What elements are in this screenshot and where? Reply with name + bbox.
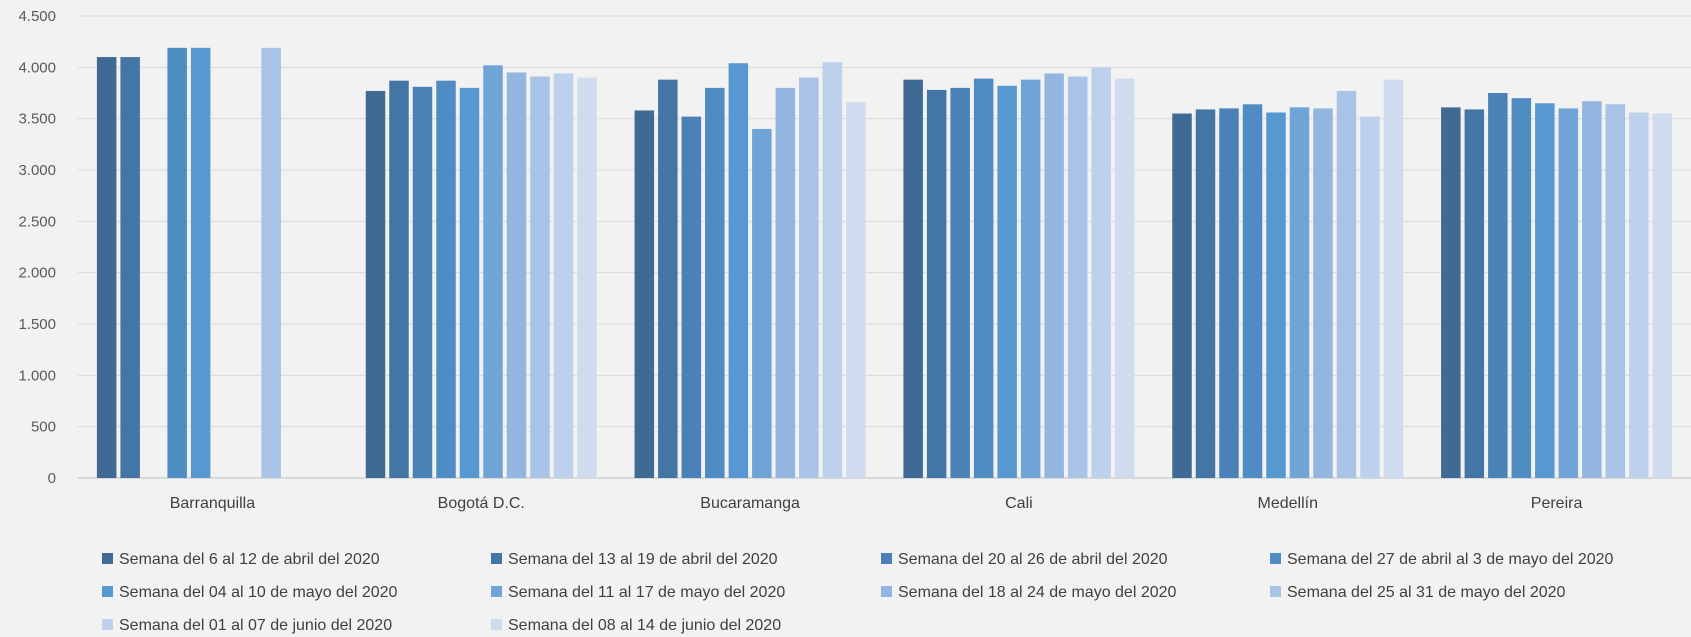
bar <box>553 73 574 478</box>
legend-label: Semana del 6 al 12 de abril del 2020 <box>119 551 380 568</box>
bar <box>1091 67 1111 478</box>
legend-swatch <box>491 619 502 630</box>
category-label: Barranquilla <box>170 495 255 512</box>
bar <box>799 77 819 478</box>
bar <box>705 87 725 478</box>
bar <box>1441 107 1461 478</box>
bar <box>775 87 796 478</box>
bar <box>1511 98 1532 478</box>
bar <box>728 63 749 479</box>
y-tick-label: 3.000 <box>18 162 56 179</box>
legend: Semana del 6 al 12 de abril del 2020 Sema… <box>102 551 1614 634</box>
bar <box>483 65 503 478</box>
bar <box>1266 112 1286 479</box>
bar <box>1289 107 1310 478</box>
legend-swatch <box>102 586 113 597</box>
bar <box>973 78 994 479</box>
bar <box>658 79 678 479</box>
y-tick-label: 2.000 <box>18 265 56 282</box>
y-tick-label: 2.500 <box>18 213 56 230</box>
bar <box>436 80 456 479</box>
legend-swatch <box>881 586 892 597</box>
legend-swatch <box>491 553 502 564</box>
bar <box>1067 76 1088 478</box>
bar <box>1242 104 1263 478</box>
bar <box>577 77 597 478</box>
bar <box>1195 109 1216 478</box>
category-label: Pereira <box>1531 495 1583 512</box>
category-label: Bogotá D.C. <box>438 495 525 512</box>
bar <box>846 102 866 479</box>
y-tick-label: 0 <box>48 470 56 487</box>
bar <box>1558 108 1579 479</box>
legend-label: Semana del 04 al 10 de mayo del 2020 <box>119 584 398 601</box>
legend-swatch <box>1270 586 1281 597</box>
bar <box>903 79 923 479</box>
gridlines <box>78 15 1691 479</box>
y-tick-label: 4.500 <box>18 8 56 25</box>
bar <box>1172 113 1192 479</box>
y-tick-label: 1.500 <box>18 316 56 333</box>
bar <box>261 47 281 479</box>
bar <box>1313 108 1333 479</box>
bar <box>1219 108 1239 479</box>
bar <box>1464 109 1485 478</box>
bar <box>1652 113 1673 479</box>
legend-label: Semana del 11 al 17 de mayo del 2020 <box>508 584 785 601</box>
legend-swatch <box>881 553 892 564</box>
category-label: Bucaramanga <box>700 495 800 512</box>
bar <box>365 90 386 479</box>
x-axis: Barranquilla Bogotá D.C. Bucaramanga Cali Me… <box>170 495 1583 512</box>
bar <box>530 76 550 478</box>
bar <box>1114 78 1135 479</box>
bar <box>1383 79 1404 479</box>
bar <box>1336 90 1357 479</box>
legend-label: Semana del 13 al 19 de abril del 2020 <box>508 551 778 568</box>
bar <box>822 62 843 478</box>
bar <box>1605 104 1626 478</box>
y-tick-label: 3.500 <box>18 111 56 128</box>
bar <box>190 47 211 479</box>
bar <box>634 110 655 478</box>
y-tick-label: 500 <box>31 419 56 436</box>
legend-swatch <box>102 619 113 630</box>
y-tick-label: 1.000 <box>18 367 56 384</box>
legend-label: Semana del 08 al 14 de junio del 2020 <box>508 617 781 634</box>
y-axis: 0 500 1.000 1.500 2.000 2.500 3.000 3.500 4.000 4… <box>18 8 56 487</box>
category-label: Medellín <box>1258 495 1318 512</box>
bar <box>950 87 970 478</box>
bar <box>506 72 527 478</box>
bar <box>997 85 1017 479</box>
legend-label: Semana del 20 al 26 de abril del 2020 <box>898 551 1168 568</box>
legend-label: Semana del 27 de abril al 3 de mayo del … <box>1287 551 1614 568</box>
bar <box>1629 112 1649 479</box>
legend-swatch <box>1270 553 1281 564</box>
bar <box>752 128 772 478</box>
category-label: Cali <box>1005 495 1033 512</box>
legend-label: Semana del 25 al 31 de mayo del 2020 <box>1287 584 1566 601</box>
bar <box>1488 93 1508 478</box>
bar <box>120 57 140 479</box>
bar <box>167 47 187 479</box>
bar <box>1360 116 1380 478</box>
bar <box>1044 73 1064 478</box>
bar <box>681 116 702 478</box>
bar <box>96 57 117 479</box>
bar <box>412 86 433 478</box>
bar <box>459 87 480 478</box>
bar <box>1582 101 1602 479</box>
legend-label: Semana del 01 al 07 de junio del 2020 <box>119 617 392 634</box>
legend-swatch <box>102 553 113 564</box>
legend-swatch <box>491 586 502 597</box>
bar <box>389 80 409 479</box>
bar <box>926 89 947 479</box>
bars <box>96 47 1673 479</box>
bar <box>1020 79 1041 479</box>
bar <box>1535 103 1555 479</box>
y-tick-label: 4.000 <box>18 59 56 76</box>
legend-label: Semana del 18 al 24 de mayo del 2020 <box>898 584 1177 601</box>
